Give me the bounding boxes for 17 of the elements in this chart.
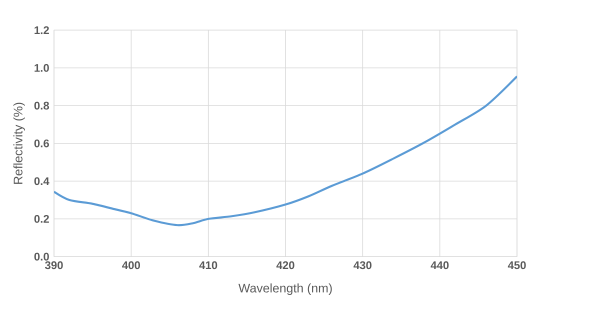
y-axis-title: Reflectivity (%) xyxy=(13,102,25,184)
x-tick-label: 420 xyxy=(276,261,294,270)
y-tick-label: 1.2 xyxy=(34,26,49,34)
y-tick-label: 0.2 xyxy=(34,214,49,223)
x-axis-title: Wavelength (nm) xyxy=(238,283,332,295)
x-tick-label: 410 xyxy=(199,261,218,270)
x-tick-label: 430 xyxy=(354,261,372,270)
x-tick-label: 390 xyxy=(44,261,63,270)
y-tick-label: 1.0 xyxy=(34,64,49,72)
y-tick-label: 0.8 xyxy=(34,102,50,110)
y-tick-label: 0.6 xyxy=(34,139,49,148)
x-tick-label: 440 xyxy=(430,261,449,270)
y-tick-label: 0.4 xyxy=(34,177,50,185)
x-tick-label: 400 xyxy=(122,261,140,270)
line-series xyxy=(54,75,517,226)
x-tick-label: 450 xyxy=(508,261,526,270)
y-tick-label: 0.0 xyxy=(34,252,49,260)
